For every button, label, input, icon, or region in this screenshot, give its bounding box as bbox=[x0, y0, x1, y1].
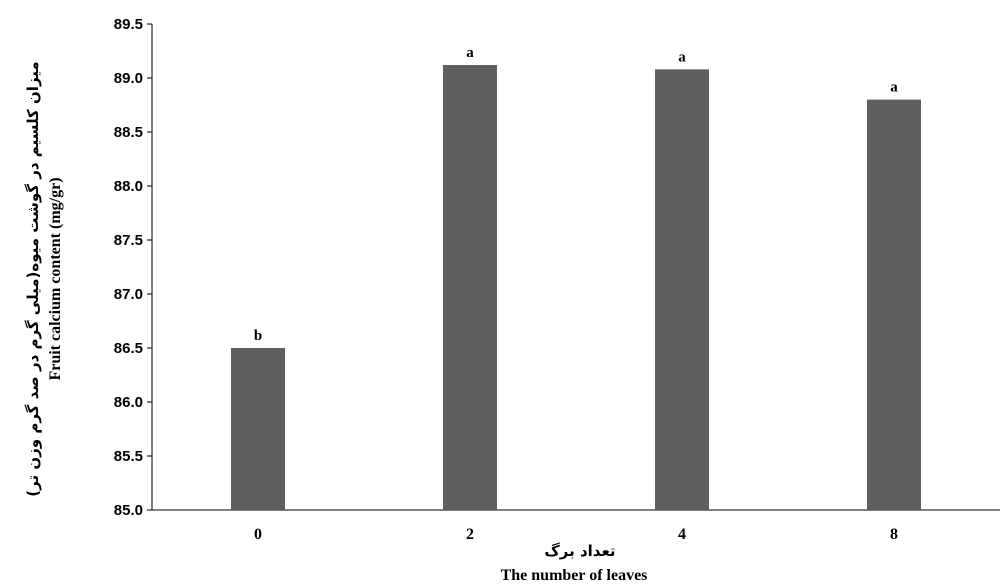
y-tick-label: 89.5 bbox=[114, 16, 143, 33]
y-axis-ticks: 85.0 85.5 86.0 86.5 87.0 87.5 88.0 88.5 89.0 89.5 bbox=[114, 16, 152, 519]
bar bbox=[867, 99, 921, 510]
y-tick-label: 86.5 bbox=[114, 340, 143, 357]
x-tick-label: 2 bbox=[466, 526, 474, 543]
y-tick-label: 85.5 bbox=[114, 448, 143, 465]
bar bbox=[231, 348, 285, 510]
data-label: a bbox=[466, 45, 474, 61]
y-axis-title-persian: میزان کلسیم در گوشت میوه(میلی گرم در صد … bbox=[24, 61, 42, 496]
data-label: a bbox=[890, 80, 898, 96]
x-tick-label: 0 bbox=[254, 526, 262, 543]
x-tick-label: 4 bbox=[678, 526, 686, 543]
x-tick-label: 8 bbox=[890, 526, 898, 543]
y-tick-label: 88.5 bbox=[114, 124, 143, 141]
y-axis-title-english: Fruit calcium content (mg/gr) bbox=[47, 177, 64, 380]
x-axis-title-persian: تعداد برگ bbox=[544, 542, 615, 560]
y-tick-label: 87.5 bbox=[114, 232, 143, 249]
data-label: b bbox=[254, 328, 262, 344]
axes bbox=[151, 24, 1000, 511]
bar bbox=[443, 65, 497, 510]
y-tick-label: 85.0 bbox=[114, 502, 143, 519]
y-tick-label: 89.0 bbox=[114, 70, 143, 87]
y-axis-title: میزان کلسیم در گوشت میوه(میلی گرم در صد … bbox=[24, 61, 64, 496]
data-labels: b a a a bbox=[254, 45, 898, 344]
y-tick-label: 88.0 bbox=[114, 178, 143, 195]
data-label: a bbox=[678, 49, 686, 65]
bars bbox=[231, 65, 921, 511]
bar bbox=[655, 69, 709, 511]
x-axis-title-english: The number of leaves bbox=[501, 567, 648, 584]
y-tick-label: 86.0 bbox=[114, 394, 143, 411]
x-axis-tick-labels: 0 2 4 8 bbox=[254, 526, 898, 543]
y-tick-label: 87.0 bbox=[114, 286, 143, 303]
